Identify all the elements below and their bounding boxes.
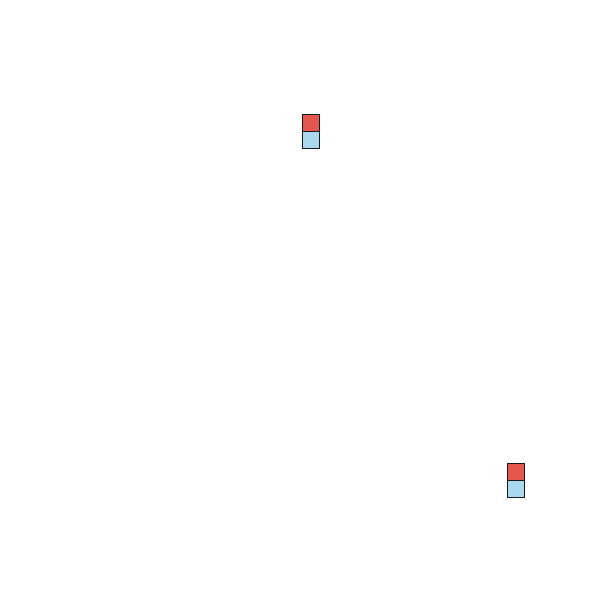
panel-a-legend (302, 113, 327, 149)
legend-item-gpp-rs (302, 130, 327, 149)
legend-swatch-rs-lit (507, 479, 525, 498)
legend-item-rs-lit (507, 479, 532, 498)
legend-item-rs-gpp (507, 462, 532, 481)
panel-c-legend (507, 462, 532, 498)
legend-swatch-rs-gpp (507, 462, 525, 481)
legend-item-gpp-lit (302, 113, 327, 132)
legend-swatch-gpp-lit (302, 113, 320, 132)
legend-swatch-gpp-rs (302, 130, 320, 149)
